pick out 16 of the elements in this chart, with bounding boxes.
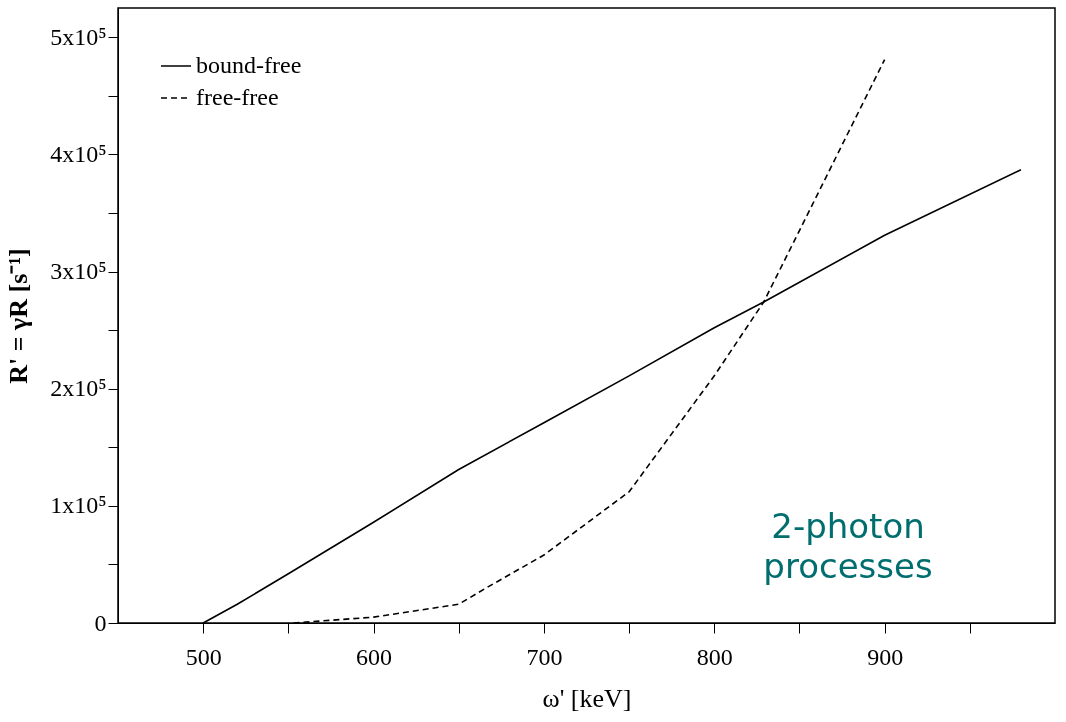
legend-label: bound-free: [196, 52, 302, 78]
y-axis-title: R' = γR [s⁻¹]: [4, 248, 34, 384]
x-tick-label: 500: [185, 643, 222, 670]
x-tick-label: 800: [696, 643, 733, 670]
x-axis-title: ω' [keV]: [542, 683, 632, 713]
annotation: 2-photon processes: [763, 506, 933, 586]
y-tick-label: 3x10⁵: [50, 258, 107, 285]
legend-label: free-free: [196, 84, 279, 110]
y-tick-label: 1x10⁵: [50, 492, 107, 519]
y-tick-label: 5x10⁵: [50, 23, 107, 50]
x-tick-label: 900: [867, 643, 904, 670]
y-tick-label: 4x10⁵: [50, 140, 107, 167]
x-tick-label: 600: [356, 643, 393, 670]
y-tick-label: 0: [94, 609, 107, 636]
y-tick-label: 2x10⁵: [50, 375, 107, 402]
x-tick-label: 700: [526, 643, 563, 670]
